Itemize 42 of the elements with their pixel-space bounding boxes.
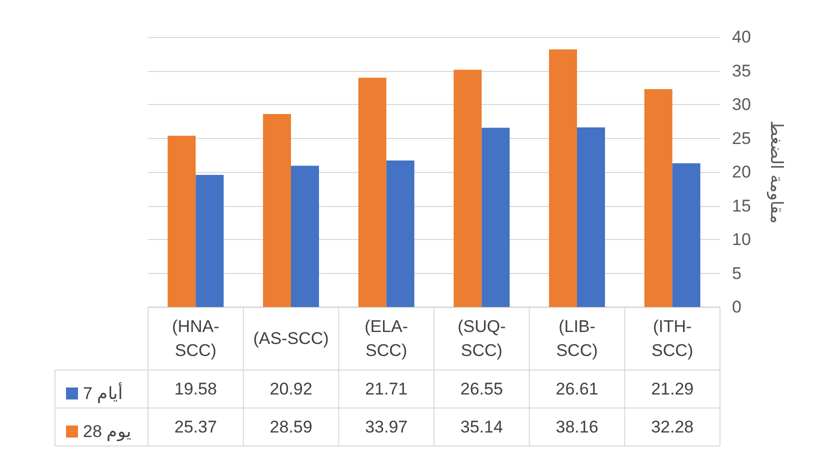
y-tick-label: 5 <box>732 264 742 283</box>
data-label: 28.59 <box>270 418 312 436</box>
x-tick-label: (ITH-SCC) <box>652 317 694 360</box>
data-label: 32.28 <box>651 418 694 436</box>
data-label: 19.58 <box>174 380 217 398</box>
data-label: 26.61 <box>556 380 598 398</box>
bar <box>196 174 224 307</box>
bar <box>672 163 700 307</box>
bar <box>644 89 672 307</box>
bar <box>386 160 414 307</box>
y-tick-label: 0 <box>732 298 742 316</box>
data-label: 21.71 <box>365 380 408 398</box>
y-tick-label: 30 <box>732 95 751 114</box>
x-tick-label: (ELA-SCC) <box>364 317 408 360</box>
data-label: 25.37 <box>174 418 217 436</box>
bar <box>577 127 605 307</box>
bar <box>549 49 577 307</box>
data-label: 35.14 <box>460 418 503 436</box>
x-tick-label: (SUQ-SCC) <box>458 317 506 360</box>
bar <box>358 78 386 307</box>
y-axis-title: مقاومة الضغط <box>766 120 786 224</box>
x-tick-label: (LIB-SCC) <box>556 317 598 360</box>
x-tick-label: (HNA-SCC) <box>172 317 220 360</box>
bar <box>291 166 319 307</box>
y-tick-label: 35 <box>732 61 751 80</box>
x-tick-label: (AS-SCC) <box>253 329 329 348</box>
data-label: 33.97 <box>365 418 408 436</box>
y-tick-label: 20 <box>732 162 751 182</box>
y-tick-label: 40 <box>732 28 751 46</box>
bar <box>482 128 510 307</box>
bar <box>263 114 291 307</box>
data-label: 20.92 <box>270 380 312 398</box>
data-label: 38.16 <box>556 418 598 436</box>
data-label: 21.29 <box>651 380 694 398</box>
legend-label: 7 أيام <box>83 382 124 404</box>
bar <box>168 136 196 307</box>
y-tick-label: 10 <box>732 230 751 249</box>
data-label: 26.55 <box>460 380 503 398</box>
legend-label: 28 يوم <box>83 422 132 442</box>
y-tick-label: 15 <box>732 196 751 216</box>
bar <box>454 70 482 307</box>
y-tick-label: 25 <box>732 128 751 148</box>
